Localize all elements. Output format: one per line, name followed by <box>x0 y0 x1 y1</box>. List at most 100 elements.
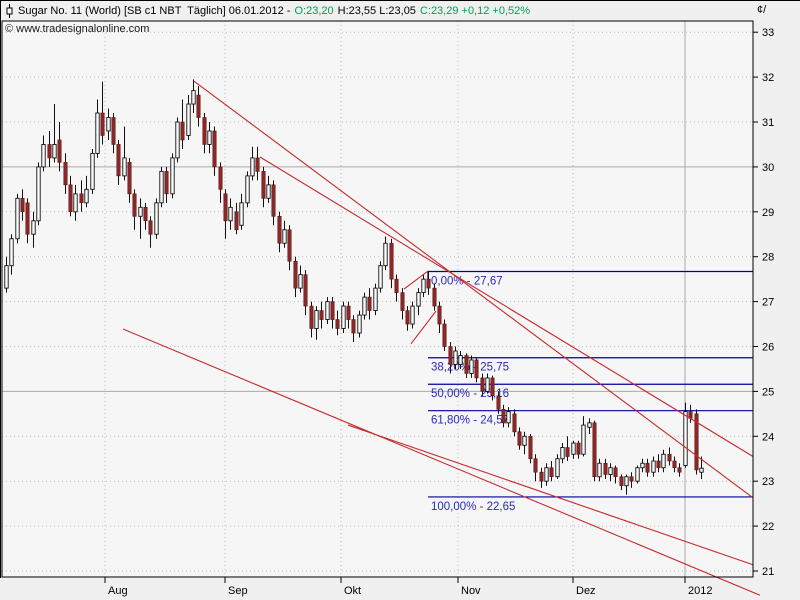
candle-down <box>271 184 276 217</box>
candle-down <box>528 435 533 460</box>
candle-up <box>373 287 378 312</box>
candle-up <box>485 377 490 392</box>
y-axis-label: 23 <box>762 476 774 488</box>
candle-down <box>619 476 624 486</box>
x-axis-label: 2012 <box>688 585 712 597</box>
candle-up <box>175 121 180 159</box>
candle-up <box>341 305 346 329</box>
candle-up <box>555 458 560 478</box>
x-axis-label: Dez <box>576 585 596 597</box>
candle-down <box>111 117 116 145</box>
quote-open: O:23,20 <box>294 5 334 17</box>
candle-up <box>640 462 645 469</box>
trend-line[interactable] <box>410 310 437 345</box>
y-axis-label: 31 <box>762 117 774 129</box>
y-axis-label: 28 <box>762 252 774 264</box>
candle-up <box>571 442 576 455</box>
quote-high-low: H:23,55 L:23,05 <box>337 5 416 17</box>
candle-down <box>180 121 185 141</box>
candle-down <box>47 144 52 159</box>
candle-down <box>480 377 485 392</box>
candle-up <box>138 206 143 217</box>
y-axis-label: 22 <box>762 521 774 533</box>
quote-close-change: C:23,29 +0,12 +0,52% <box>419 5 531 17</box>
y-axis-label: 29 <box>762 207 774 219</box>
y-axis-label: 30 <box>762 162 774 174</box>
candle-up <box>154 202 159 235</box>
candle-down <box>394 278 399 293</box>
candle-down <box>549 467 554 478</box>
candle-down <box>100 112 105 136</box>
candle-down <box>474 359 479 379</box>
candle-down <box>143 207 148 222</box>
candle-up <box>683 411 688 466</box>
candle-down <box>319 310 324 320</box>
y-axis-label: 25 <box>762 386 774 398</box>
candle-down <box>79 193 84 204</box>
candle-up <box>266 184 271 199</box>
candle-down <box>501 409 506 424</box>
candle-down <box>287 229 292 262</box>
x-axis-label: Okt <box>344 585 361 597</box>
candle-down <box>432 287 437 307</box>
candle-up <box>90 152 95 190</box>
candle-up <box>239 202 244 226</box>
candle-down <box>20 198 25 213</box>
candle-up <box>36 166 41 222</box>
candle-down <box>656 460 661 469</box>
x-axis-label: Nov <box>461 585 481 597</box>
candle-down <box>202 117 207 145</box>
window-border-top <box>0 0 800 1</box>
candle-down <box>400 292 405 311</box>
candle-down <box>367 296 372 311</box>
candle-down <box>218 166 223 190</box>
chart-title-bar: Sugar No. 11 (World) [SB c1 NBT Täglich]… <box>5 3 530 19</box>
candle-down <box>667 453 672 462</box>
candle-up <box>9 238 14 267</box>
candle-down <box>389 242 394 280</box>
candle-down <box>303 274 308 307</box>
candle-up <box>95 112 100 154</box>
candlestick-series <box>4 79 704 495</box>
x-axis-label: Sep <box>228 585 248 597</box>
candle-down <box>63 162 68 186</box>
candlestick-icon <box>5 4 14 18</box>
candle-down <box>196 94 201 118</box>
candle-down <box>223 193 228 222</box>
y-axis-label: 27 <box>762 297 774 309</box>
trend-line[interactable] <box>347 424 754 566</box>
candle-up <box>410 305 415 325</box>
candle-down <box>603 462 608 475</box>
fib-level-label: 0,00% - 27,67 <box>431 276 503 288</box>
candle-up <box>544 467 549 482</box>
candle-down <box>68 184 73 213</box>
candle-up <box>15 197 20 240</box>
y-axis-label: 24 <box>762 431 774 443</box>
fib-level-label: 100,00% - 22,65 <box>431 501 515 513</box>
candle-down <box>127 162 132 195</box>
candle-up <box>587 422 592 428</box>
candle-up <box>506 411 511 424</box>
candle-down <box>148 220 153 235</box>
y-axis-label: 32 <box>762 72 774 84</box>
trend-line[interactable] <box>403 270 429 290</box>
candle-up <box>325 301 330 321</box>
candle-down <box>346 305 351 320</box>
candle-down <box>116 144 121 177</box>
candle-up <box>416 292 421 307</box>
trend-line[interactable] <box>259 156 754 457</box>
trend-line[interactable] <box>122 328 761 596</box>
trend-line[interactable] <box>193 80 754 499</box>
candle-down <box>533 458 538 473</box>
candle-down <box>330 301 335 320</box>
trend-lines[interactable] <box>122 80 761 596</box>
candle-up <box>31 220 36 235</box>
candle-up <box>581 424 586 455</box>
candle-down <box>405 310 410 325</box>
instrument-title: Sugar No. 11 (World) [SB c1 NBT Täglich]… <box>18 5 291 17</box>
candle-up <box>560 447 565 460</box>
candle-down <box>672 460 677 469</box>
candle-down <box>539 471 544 482</box>
